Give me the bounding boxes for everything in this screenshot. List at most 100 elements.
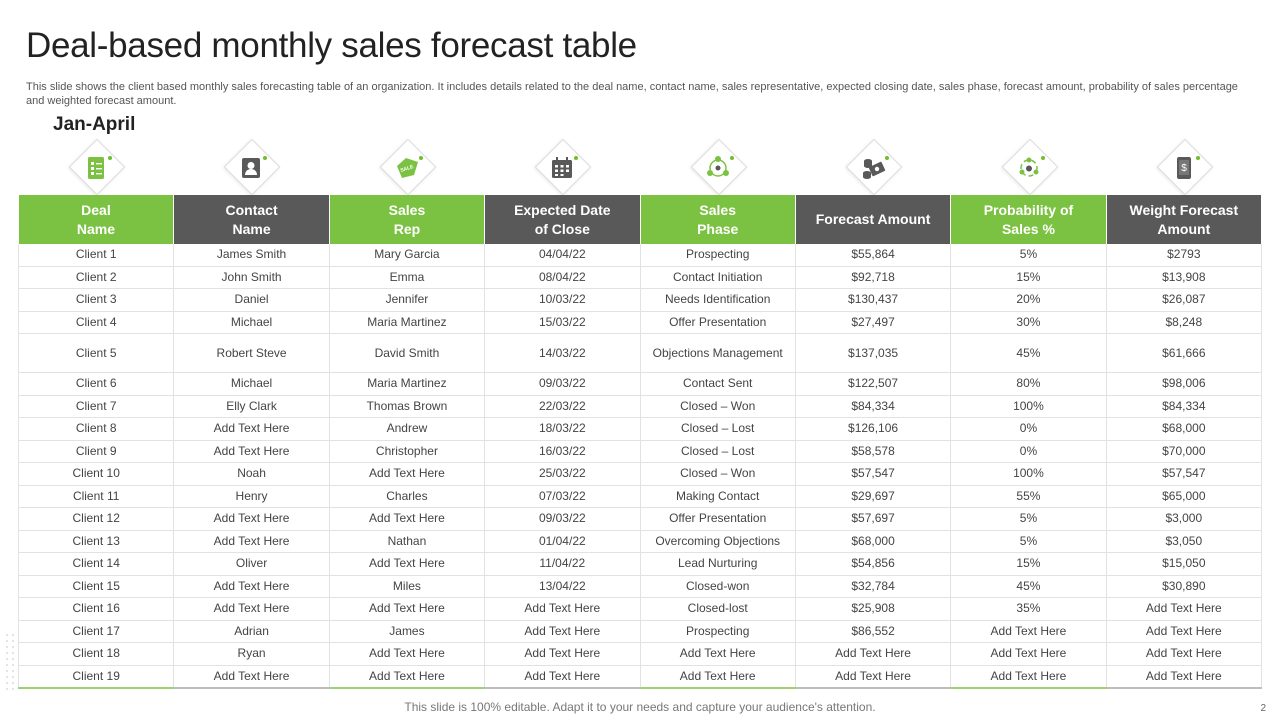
header-icon-row: SALE $ (18, 138, 1262, 198)
column-header: Sales Rep (329, 195, 486, 244)
icon-cell (640, 138, 796, 198)
table-cell: Add Text Here (640, 665, 796, 689)
table-cell: Thomas Brown (329, 395, 486, 418)
page-title: Deal-based monthly sales forecast table (26, 26, 637, 65)
column-header: Forecast Amount (795, 195, 952, 244)
table-cell: Noah (173, 462, 330, 486)
table-cell: $126,106 (795, 417, 952, 441)
icon-cell (18, 138, 174, 198)
decorative-dot-pattern (4, 632, 18, 692)
icon-cell (174, 138, 330, 198)
table-cell: 01/04/22 (484, 530, 641, 553)
table-cell: $68,000 (1106, 417, 1263, 441)
table-cell: Michael (173, 311, 330, 334)
table-cell: $86,552 (795, 620, 952, 643)
table-cell: Contact Initiation (640, 266, 796, 289)
table-cell: Client 6 (17, 372, 175, 396)
document-checklist-icon (82, 154, 110, 182)
table-cell: $130,437 (795, 288, 952, 312)
table-cell: Add Text Here (173, 417, 330, 441)
column-header: Contact Name (173, 195, 330, 244)
table-cell: Prospecting (640, 620, 796, 643)
table-cell: Client 11 (17, 485, 175, 508)
table-cell: 15% (950, 266, 1107, 289)
icon-cell (796, 138, 952, 198)
cycle-phase-icon (704, 154, 732, 182)
table-cell: Emma (329, 266, 486, 289)
table-row: Client 16 Add Text Here Add Text Here Add T… (17, 597, 1263, 621)
table-cell: Client 8 (17, 417, 175, 441)
accent-dot (574, 156, 579, 160)
column-header: Expected Date of Close (484, 195, 641, 244)
table-cell: Add Text Here (173, 575, 330, 598)
table-cell: $84,334 (795, 395, 952, 418)
column-header-label: Amount (1157, 220, 1211, 237)
forecast-table-container: Deal Name Contact Name Sales Rep Expected Date… (17, 195, 1263, 689)
table-cell: 08/04/22 (484, 266, 641, 289)
table-cell: 07/03/22 (484, 485, 641, 508)
table-cell: $68,000 (795, 530, 952, 553)
table-row: Client 17 Adrian James Add Text Here Prospec… (17, 620, 1263, 643)
accent-dot (263, 156, 268, 160)
table-cell: Client 16 (17, 597, 175, 621)
column-header-label: Weight Forecast (1129, 201, 1239, 218)
period-label: Jan-April (53, 114, 136, 135)
mobile-dollar-icon: $ (1170, 154, 1198, 182)
table-cell: Add Text Here (173, 665, 330, 689)
column-header-label: Sales % (1001, 220, 1055, 237)
table-cell: Contact Sent (640, 372, 796, 396)
table-cell: Client 3 (17, 288, 175, 312)
accent-dot (1040, 156, 1045, 160)
table-cell: Client 17 (17, 620, 175, 643)
column-header-label: Phase (697, 220, 739, 237)
table-cell: Add Text Here (950, 642, 1107, 666)
table-cell: 15% (950, 552, 1107, 576)
table-row: Client 8 Add Text Here Andrew 18/03/22 Close… (17, 417, 1263, 441)
table-cell: Add Text Here (173, 440, 330, 463)
table-body: Client 1 James Smith Mary Garcia 04/04/22 Pr… (17, 244, 1263, 689)
column-header-label: of Close (534, 220, 590, 237)
column-header-label: Forecast Amount (815, 211, 931, 227)
table-cell: Client 9 (17, 440, 175, 463)
table-cell: Add Text Here (484, 642, 641, 666)
table-cell: 45% (950, 575, 1107, 598)
table-cell: Closed-won (640, 575, 796, 598)
table-cell: John Smith (173, 266, 330, 289)
table-cell: Closed-lost (640, 597, 796, 621)
table-cell: Elly Clark (173, 395, 330, 418)
table-cell: Add Text Here (329, 507, 486, 531)
table-row: Client 4 Michael Maria Martinez 15/03/22 Off… (17, 311, 1263, 334)
table-row: Client 13 Add Text Here Nathan 01/04/22 Over… (17, 530, 1263, 553)
table-cell: 100% (950, 462, 1107, 486)
column-header-label: Rep (393, 220, 421, 237)
table-cell: 09/03/22 (484, 507, 641, 531)
page-number: 2 (1260, 703, 1266, 714)
column-header: Deal Name (18, 195, 175, 244)
table-cell: Add Text Here (795, 642, 952, 666)
table-cell: $84,334 (1106, 395, 1263, 418)
accent-dot (729, 156, 734, 160)
table-cell: Offer Presentation (640, 311, 796, 334)
table-cell: Add Text Here (173, 507, 330, 531)
table-cell: $55,864 (795, 244, 952, 267)
table-cell: Ryan (173, 642, 330, 666)
table-cell: Closed – Won (640, 395, 796, 418)
table-cell: Closed – Lost (640, 440, 796, 463)
table-cell: Lead Nurturing (640, 552, 796, 576)
table-cell: Offer Presentation (640, 507, 796, 531)
table-cell: Client 10 (17, 462, 175, 486)
table-cell: $15,050 (1106, 552, 1263, 576)
table-cell: 45% (950, 333, 1107, 373)
table-cell: Add Text Here (329, 462, 486, 486)
icon-cell: SALE (329, 138, 485, 198)
table-row: Client 11 Henry Charles 07/03/22 Making Cont… (17, 485, 1263, 508)
table-row: Client 2 John Smith Emma 08/04/22 Contact In… (17, 266, 1263, 289)
table-cell: 04/04/22 (484, 244, 641, 267)
footer-note: This slide is 100% editable. Adapt it to… (404, 700, 876, 714)
table-cell: Overcoming Objections (640, 530, 796, 553)
table-cell: $3,000 (1106, 507, 1263, 531)
table-cell: James Smith (173, 244, 330, 267)
table-cell: $57,697 (795, 507, 952, 531)
table-cell: Mary Garcia (329, 244, 486, 267)
table-cell: Prospecting (640, 244, 796, 267)
